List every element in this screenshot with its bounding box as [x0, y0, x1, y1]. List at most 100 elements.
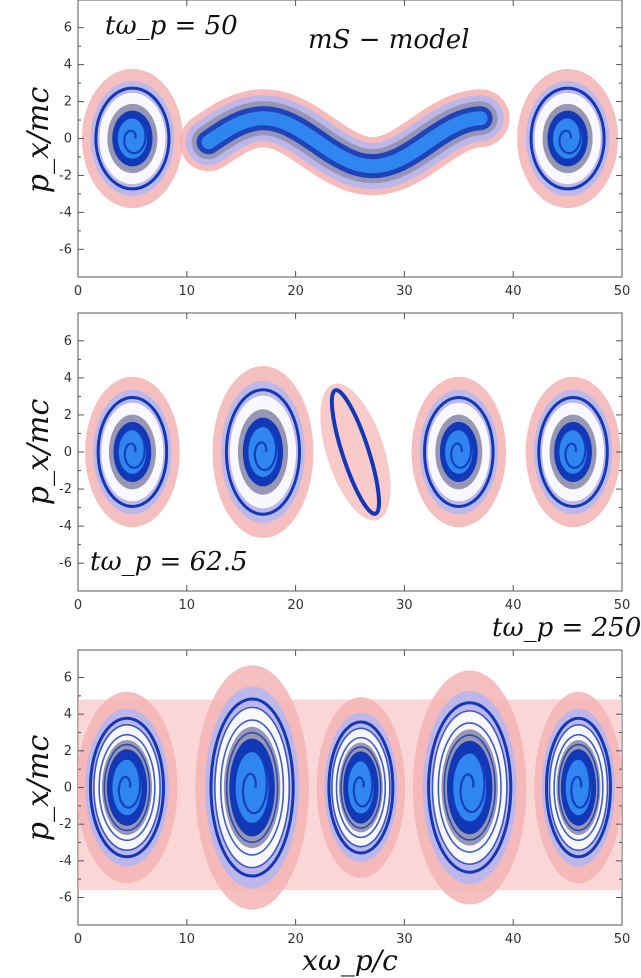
- vortex-outer-filament: [88, 716, 166, 859]
- y-tick-label: 4: [64, 371, 72, 386]
- y-tick-label: -4: [59, 205, 72, 220]
- vortex-3: [525, 376, 621, 528]
- vortex-inner-filament-1: [340, 746, 382, 829]
- vortex-inner-filament-3: [214, 706, 291, 869]
- y-tick-label: -4: [59, 519, 72, 534]
- vortex-core: [118, 430, 147, 474]
- vortex-spiral-arm: [448, 750, 486, 814]
- vortex-0: [81, 68, 183, 209]
- vortex-outer-filament: [209, 697, 295, 878]
- vortex-outer-filament: [544, 716, 612, 859]
- extra-structure-halo-0: [320, 383, 391, 521]
- x-tick-label: 50: [614, 598, 631, 613]
- y-tick-label: 6: [64, 21, 72, 36]
- vortex-spiral-arm: [230, 748, 269, 816]
- vortex-inner-filament-1: [443, 734, 496, 841]
- vortex-inner-filament-3: [548, 723, 609, 851]
- vortex-1: [212, 366, 314, 538]
- time-annotation-3: tω_p = 250: [492, 613, 641, 643]
- vortex-core: [445, 430, 473, 474]
- vortex-spiral-arm: [554, 427, 587, 470]
- x-tick-label: 10: [179, 598, 196, 613]
- y-tick-label: -4: [59, 854, 72, 869]
- vortex-inner-filament-3: [93, 723, 161, 851]
- axes-1: 0 10 20 30 40 50 -6 -4 -2 0 2 4 6: [59, 0, 630, 299]
- x-tick-label: 30: [396, 284, 413, 299]
- y-tick-label: 2: [64, 408, 72, 423]
- vortex-core: [453, 753, 487, 822]
- x-tick-label: 20: [287, 284, 304, 299]
- extra-structure-ring-0: [329, 388, 382, 516]
- vortex-core: [235, 752, 269, 823]
- vortex-outer-filament: [96, 396, 169, 508]
- x-tick-label: 20: [287, 932, 304, 947]
- vortex-core: [112, 759, 142, 816]
- time-annotation-2: tω_p = 62.5: [90, 547, 248, 577]
- x-tick-label: 30: [396, 932, 413, 947]
- x-tick-label: 10: [179, 932, 196, 947]
- xlabel: xω_p/c: [302, 944, 398, 977]
- vortex-inner-filament-1: [225, 731, 279, 844]
- y-tick-label: 0: [64, 445, 72, 460]
- vortex-spiral-arm: [343, 758, 374, 808]
- y-tick-label: 2: [64, 95, 72, 110]
- axes-2: 0 10 20 30 40 50 -6 -4 -2 0 2 4 6: [59, 313, 630, 613]
- vortex-outer-filament: [94, 86, 171, 191]
- vortex-outer-filament: [423, 396, 495, 508]
- vortex-0: [78, 691, 178, 884]
- x-tick-label: 50: [614, 932, 631, 947]
- ylabel-1: p_x/mc: [21, 87, 56, 194]
- vortex-inner-filament-2: [553, 733, 604, 842]
- vortex-outer-filament: [537, 396, 609, 508]
- vortex-outer-filament: [529, 86, 606, 191]
- x-tick-label: 30: [396, 598, 413, 613]
- vortex-core: [348, 761, 374, 814]
- vortex-outer-filament: [327, 720, 395, 855]
- y-tick-label: 4: [64, 58, 72, 73]
- vortex-inner-filament-1: [557, 743, 600, 832]
- y-tick-label: -2: [59, 168, 72, 183]
- x-tick-label: 40: [505, 284, 522, 299]
- vortex-spiral-arm: [561, 756, 592, 810]
- vortex-spiral-arm: [107, 756, 142, 810]
- vortex-inner-filament-3: [331, 727, 391, 848]
- ylabel-3: p_x/mc: [21, 735, 56, 842]
- vortex-core: [117, 118, 148, 159]
- x-tick-label: 10: [179, 284, 196, 299]
- y-tick-label: -2: [59, 817, 72, 832]
- y-tick-label: -2: [59, 482, 72, 497]
- vortex-4: [534, 691, 622, 884]
- panel-1: 0 10 20 30 40 50 -6 -4 -2 0 2 4 6 tω_p = 50 mS − mod…: [21, 0, 630, 299]
- vortex-2: [316, 697, 406, 878]
- vortex-spiral-arm: [113, 115, 147, 155]
- x-tick-label: 40: [505, 932, 522, 947]
- ylabel-2: p_x/mc: [21, 399, 56, 506]
- vortex-core: [248, 427, 278, 477]
- vortex-inner-filament-2: [437, 722, 502, 853]
- band-core: [201, 111, 488, 174]
- vortex-3: [412, 670, 527, 905]
- x-tick-label: 20: [287, 598, 304, 613]
- y-tick-label: -6: [59, 891, 72, 906]
- y-tick-label: 0: [64, 132, 72, 147]
- vortex-1: [517, 68, 619, 209]
- panel-2: 0 10 20 30 40 50 -6 -4 -2 0 2 4 6 tω_p = 62.5 p_x/mc: [21, 312, 630, 613]
- vortex-spiral-arm: [114, 427, 146, 470]
- vortex-2: [411, 376, 507, 528]
- vortex-core: [565, 759, 592, 816]
- vortex-outer-filament: [427, 701, 513, 874]
- vortex-core: [552, 118, 583, 159]
- x-tick-label: 40: [505, 598, 522, 613]
- model-title: mS − model: [308, 25, 469, 55]
- vortex-0: [85, 376, 180, 528]
- y-tick-label: 6: [64, 334, 72, 349]
- vortex-inner-filament-2: [335, 736, 387, 839]
- y-tick-label: -6: [59, 242, 72, 257]
- time-annotation-1: tω_p = 50: [105, 11, 238, 41]
- y-tick-label: -6: [59, 556, 72, 571]
- vortex-inner-filament-1: [103, 743, 151, 832]
- phase-space-data-2: [85, 366, 621, 538]
- vortex-spiral-arm: [243, 424, 278, 472]
